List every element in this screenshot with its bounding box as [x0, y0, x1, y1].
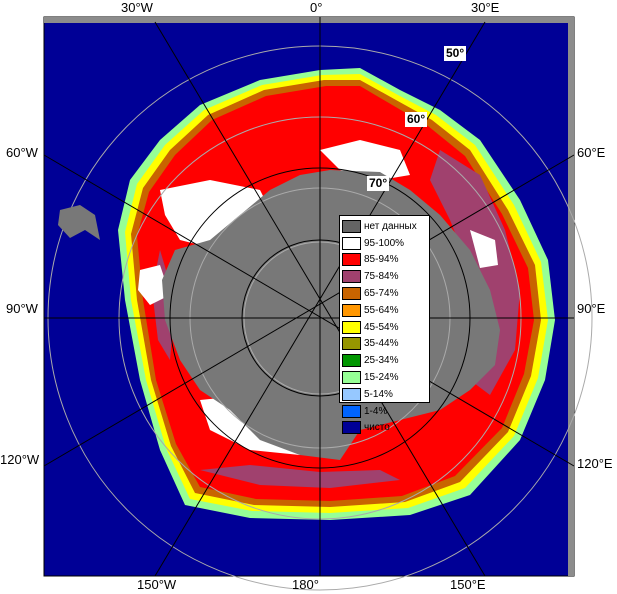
legend-swatch	[342, 219, 361, 233]
ice-purple-patch-2	[200, 465, 400, 488]
legend-label: нет данных	[364, 220, 417, 232]
lon-label-30e: 30°E	[471, 0, 500, 15]
lon-label-180: 180°	[292, 577, 319, 592]
legend-swatch	[342, 270, 361, 284]
legend-swatch	[342, 320, 361, 334]
lon-label-120w: 120°W	[0, 452, 40, 467]
legend-label: 45-54%	[364, 321, 399, 333]
legend-label: 75-84%	[364, 271, 399, 283]
lon-label-60e: 60°E	[577, 145, 606, 160]
legend-item: 45-54%	[342, 319, 427, 336]
lat-label-50: 50°	[444, 46, 467, 61]
legend-item: 65-74%	[342, 285, 427, 302]
legend-swatch	[342, 404, 361, 418]
legend-item: нет данных	[342, 218, 427, 235]
legend-item: 35-44%	[342, 336, 427, 353]
lon-label-30w: 30°W	[121, 0, 153, 15]
legend-item: 25-34%	[342, 352, 427, 369]
lon-label-150w: 150°W	[137, 577, 177, 592]
lon-label-60w: 60°W	[6, 145, 38, 160]
legend-item: чисто	[342, 420, 427, 437]
legend: нет данных 95-100% 85-94% 75-84% 65-74% 55-64…	[339, 215, 430, 435]
legend-label: 85-94%	[364, 254, 399, 266]
legend-swatch	[342, 303, 361, 317]
legend-swatch	[342, 337, 361, 351]
meridian-30e-150w	[154, 21, 486, 577]
legend-label: 5-14%	[364, 388, 393, 400]
legend-item: 75-84%	[342, 268, 427, 285]
lat-label-70: 70°	[367, 176, 390, 191]
legend-item: 1-4%	[342, 403, 427, 420]
ice-white-patch-4	[138, 265, 170, 305]
legend-item: 95-100%	[342, 235, 427, 252]
legend-swatch	[342, 236, 361, 250]
legend-swatch	[342, 253, 361, 267]
legend-swatch	[342, 387, 361, 401]
legend-label: 25-34%	[364, 355, 399, 367]
legend-item: 85-94%	[342, 252, 427, 269]
lon-label-120e: 120°E	[577, 456, 613, 471]
legend-label: 35-44%	[364, 338, 399, 350]
legend-label: чисто	[364, 422, 390, 434]
graticule-dark	[43, 17, 575, 577]
lon-label-0: 0°	[310, 0, 323, 15]
legend-swatch	[342, 371, 361, 385]
legend-swatch	[342, 421, 361, 435]
ice-white-patch-5	[470, 230, 498, 268]
lat-label-60: 60°	[405, 112, 428, 127]
south-america-land	[58, 205, 100, 240]
frame-top-band	[44, 17, 574, 23]
legend-label: 1-4%	[364, 405, 388, 417]
meridian-60e-120w	[43, 154, 575, 467]
lon-label-90e: 90°E	[577, 301, 606, 316]
legend-label: 55-64%	[364, 304, 399, 316]
lon-label-90w: 90°W	[6, 301, 38, 316]
legend-label: 65-74%	[364, 288, 399, 300]
legend-item: 55-64%	[342, 302, 427, 319]
legend-label: 95-100%	[364, 237, 405, 249]
legend-item: 5-14%	[342, 386, 427, 403]
frame-right-band	[568, 17, 574, 576]
legend-item: 15-24%	[342, 369, 427, 386]
lon-label-150e: 150°E	[450, 577, 486, 592]
legend-label: 15-24%	[364, 372, 399, 384]
legend-swatch	[342, 354, 361, 368]
legend-swatch	[342, 287, 361, 301]
